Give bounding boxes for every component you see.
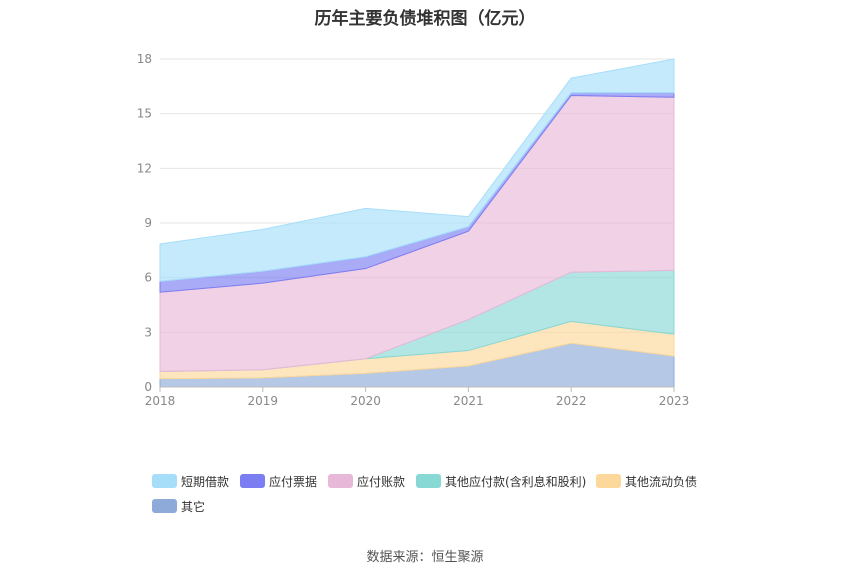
data-source-note: 数据来源：恒生聚源: [366, 550, 484, 565]
legend-swatch: [328, 474, 353, 488]
legend-swatch: [240, 474, 265, 488]
legend-label: 其它: [181, 499, 206, 514]
x-tick-label: 2021: [453, 394, 484, 408]
legend-item-other-current-liabilities[interactable]: 其他流动负债: [596, 472, 697, 490]
x-tick-label: 2023: [659, 394, 690, 408]
legend-item-accounts-payable[interactable]: 应付账款: [328, 472, 405, 490]
y-tick-label: 3: [144, 325, 152, 339]
y-tick-label: 18: [137, 52, 152, 66]
legend-item-others[interactable]: 其它: [152, 497, 205, 515]
legend-swatch: [152, 499, 177, 513]
legend-label: 短期借款: [181, 474, 230, 489]
legend-label: 其他应付款(含利息和股利): [445, 474, 587, 489]
legend-label: 应付票据: [269, 474, 318, 489]
x-tick-label: 2020: [350, 394, 381, 408]
x-tick-label: 2018: [145, 394, 176, 408]
y-tick-label: 0: [144, 380, 152, 394]
chart-title: 历年主要负债堆积图（亿元）: [314, 9, 536, 29]
legend-label: 应付账款: [357, 474, 406, 489]
series-area: [159, 58, 675, 282]
legend-swatch: [596, 474, 621, 488]
y-tick-label: 15: [137, 107, 152, 121]
legend-swatch: [152, 474, 177, 488]
y-tick-label: 9: [144, 216, 152, 230]
y-tick-label: 12: [137, 161, 152, 175]
legend-label: 其他流动负债: [625, 474, 698, 489]
x-tick-label: 2019: [248, 394, 279, 408]
x-tick-label: 2022: [556, 394, 587, 408]
legend-item-other-payables[interactable]: 其他应付款(含利息和股利): [416, 472, 586, 490]
legend-swatch: [416, 474, 441, 488]
legend-item-short-term-loans[interactable]: 短期借款: [152, 472, 229, 490]
y-tick-label: 6: [144, 271, 152, 285]
legend-item-notes-payable[interactable]: 应付票据: [240, 472, 317, 490]
stacked-area-chart: 0 3 6 9 12 15 18 2018 2019 2020 2021 2022 2023: [137, 52, 690, 408]
